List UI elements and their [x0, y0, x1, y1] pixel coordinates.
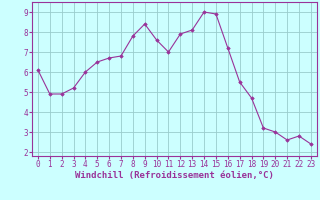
X-axis label: Windchill (Refroidissement éolien,°C): Windchill (Refroidissement éolien,°C) [75, 171, 274, 180]
